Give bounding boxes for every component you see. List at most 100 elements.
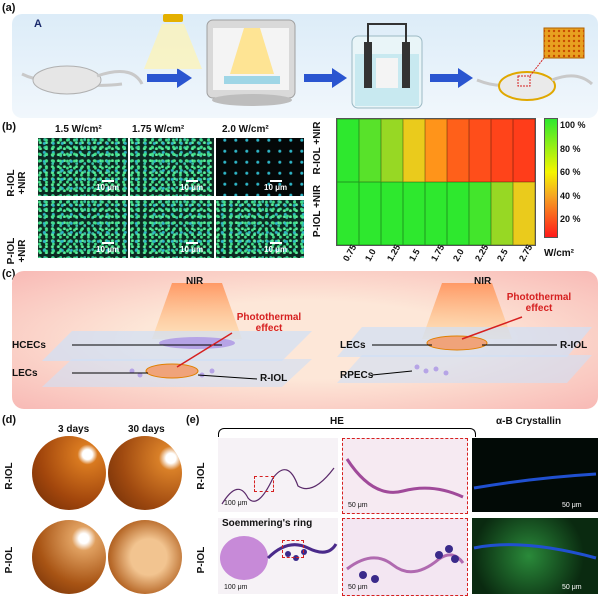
row-label-e-piol: P-IOL: [196, 546, 207, 574]
heatmap-x-tick: 0.75: [341, 242, 359, 263]
he-bracket: [218, 428, 476, 437]
zoom-box-riol: [254, 476, 274, 492]
scalebar-2: 10 μm: [180, 180, 203, 192]
heatmap-cell: [447, 119, 469, 182]
scalebar-4: 10 μm: [96, 242, 119, 254]
label-hcecs: HCECs: [12, 340, 46, 351]
heatmap-x-axis: 0.75 1.0 1.25 1.5 1.75 2.0 2.25 2.5 2.75: [336, 242, 535, 270]
micrograph-riol-1-75: [130, 138, 214, 196]
nir-label-right: NIR: [474, 276, 492, 287]
colorbar-tick-label: 20 %: [560, 214, 581, 225]
scalebar-6: 10 μm: [264, 242, 287, 254]
arrow-2: [304, 68, 347, 88]
heatmap-cell: [469, 182, 491, 245]
heatmap-cell: [403, 119, 425, 182]
zoom-box-piol: [282, 540, 304, 558]
row-label-riol-nir: R-IOL +NIR: [6, 169, 28, 197]
heatmap-cell: [469, 119, 491, 182]
heatmap-cell: [403, 182, 425, 245]
crystallin-title: α-B Crystallin: [496, 416, 562, 427]
he-zoom-riol: [342, 438, 468, 514]
heatmap-cell: [425, 182, 447, 245]
row-label-piol-nir: P-IOL +NIR: [6, 237, 28, 265]
soemmering-label: Soemmering's ring: [222, 518, 313, 529]
heatmap-unit-label: W/cm²: [544, 248, 574, 259]
scalebar-he-50-piol: 50 μm: [348, 584, 368, 591]
heatmap-row-label-1: P-IOL +NIR: [312, 184, 323, 238]
scalebar-5: 10 μm: [180, 242, 203, 254]
arrow-3: [430, 68, 473, 88]
process-illustration: [21, 14, 594, 109]
arrow-1: [147, 68, 192, 88]
heatmap-cell: [359, 182, 381, 245]
colorbar-tick-label: 80 %: [560, 143, 581, 154]
heatmap-cell: [337, 182, 359, 245]
micrograph-piol-2-0: [216, 200, 304, 258]
heatmap-cell: [359, 119, 381, 182]
panel-label-c: (c): [2, 268, 16, 280]
heatmap-x-tick: 2.5: [495, 247, 510, 263]
col-header-1: 1.5 W/cm²: [55, 124, 102, 135]
he-zoom-piol: [342, 518, 468, 596]
scalebar-cr-riol: 50 μm: [562, 502, 582, 509]
he-image-riol: [218, 438, 338, 512]
panel-label-e: (e): [186, 414, 200, 426]
heatmap-cell: [425, 119, 447, 182]
scalebar-3: 10 μm: [264, 180, 287, 192]
heatmap-cell: [337, 119, 359, 182]
heatmap-cell: [447, 182, 469, 245]
panel-label-d: (d): [2, 414, 17, 426]
heatmap-x-tick: 1.5: [407, 247, 422, 263]
eye-photo-riol-3days: [32, 436, 106, 510]
lamp-icon: [163, 14, 183, 22]
photothermal-label-right: Photothermal effect: [506, 292, 572, 314]
colorbar-tick-label: 60 %: [560, 167, 581, 178]
light-chamber: [206, 19, 296, 106]
iol-lens-start: [21, 65, 144, 95]
heatmap-cell: [513, 119, 535, 182]
panel-label-b: (b): [2, 121, 17, 133]
heatmap-cell: [381, 119, 403, 182]
scalebar-cr-piol: 50 μm: [562, 584, 582, 591]
heatmap-row-label-0: R-IOL +NIR: [312, 121, 323, 175]
micrograph-piol-1-75: [130, 200, 214, 258]
label-riol-left: R-IOL: [260, 373, 288, 384]
heatmap-cell: [381, 182, 403, 245]
colorbar-tick-label: 40 %: [560, 190, 581, 201]
he-title: HE: [330, 416, 344, 427]
panel-a-sublabel: A: [34, 18, 42, 30]
scalebar-1: 10 μm: [96, 180, 119, 192]
heatmap-x-tick: 1.0: [363, 247, 378, 263]
label-riol-right: R-IOL: [560, 340, 588, 351]
row-label-d-riol: R-IOL: [4, 462, 15, 490]
heatmap-x-tick: 1.75: [429, 242, 447, 263]
scalebar-he-50-riol: 50 μm: [348, 502, 368, 509]
col-header-3: 2.0 W/cm²: [222, 124, 269, 135]
eye-photo-riol-30days: [108, 436, 182, 510]
row-label-d-piol: P-IOL: [4, 546, 15, 574]
he-image-piol: [218, 518, 338, 594]
photothermal-label-left: Photothermal effect: [236, 312, 302, 334]
nir-label-left: NIR: [186, 276, 204, 287]
heatmap-cell: [513, 182, 535, 245]
scalebar-he-100-piol: 100 μm: [224, 584, 248, 591]
eye-photo-piol-3days: [32, 520, 106, 594]
colorbar-tick-label: 100 %: [560, 120, 586, 130]
row-label-e-riol: R-IOL: [196, 462, 207, 490]
heatmap-x-tick: 1.25: [385, 242, 403, 263]
panel-a-background: [12, 14, 598, 118]
heatmap-cell: [491, 119, 513, 182]
col-header-3days: 3 days: [58, 424, 90, 435]
crystallin-image-piol: [472, 518, 598, 594]
iol-lens-coated: [476, 27, 594, 101]
label-rpecs: RPECs: [340, 370, 374, 381]
colorbar: [544, 118, 558, 238]
heatmap-cell: [491, 182, 513, 245]
col-header-30days: 30 days: [128, 424, 165, 435]
crystallin-image-riol: [472, 438, 598, 512]
heatmap-x-tick: 2.75: [517, 242, 535, 263]
colorbar-ticks: 100 % 80 % 60 % 40 % 20 %: [560, 118, 600, 236]
panel-label-a: (a): [2, 2, 16, 14]
label-lecs-left: LECs: [12, 368, 38, 379]
micrograph-riol-2-0: [216, 138, 304, 196]
